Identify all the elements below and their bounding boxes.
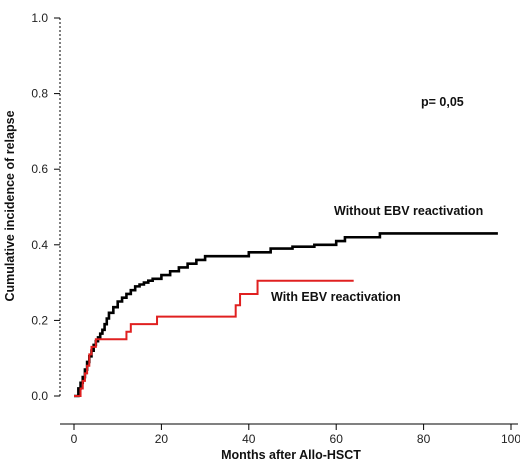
axes bbox=[59, 18, 518, 425]
x-tick-label: 0 bbox=[71, 432, 78, 446]
series-label-without-ebv: Without EBV reactivation bbox=[334, 204, 483, 218]
y-tick-label: 0.8 bbox=[31, 87, 48, 101]
y-tick-label: 0.0 bbox=[31, 389, 48, 403]
x-tick-label: 40 bbox=[242, 432, 256, 446]
series-line-without-ebv bbox=[74, 232, 498, 398]
x-axis-title: Months after Allo-HSCT bbox=[221, 448, 361, 462]
y-tick-label: 0.4 bbox=[31, 238, 48, 252]
x-ticks: 0 20 40 60 80 100 bbox=[71, 424, 520, 446]
series-line-with-ebv bbox=[74, 279, 354, 397]
y-tick-label: 1.0 bbox=[31, 11, 48, 25]
x-tick-label: 60 bbox=[330, 432, 344, 446]
p-value-annotation: p= 0,05 bbox=[421, 95, 464, 109]
y-axis-title: Cumulative incidence of relapse bbox=[3, 110, 17, 301]
x-tick-label: 100 bbox=[501, 432, 520, 446]
x-tick-label: 80 bbox=[417, 432, 431, 446]
x-tick-label: 20 bbox=[155, 432, 169, 446]
y-ticks: 0.0 0.2 0.4 0.6 0.8 1.0 bbox=[31, 11, 60, 403]
y-tick-label: 0.2 bbox=[31, 313, 48, 327]
series-label-with-ebv: With EBV reactivation bbox=[271, 290, 401, 304]
y-tick-label: 0.6 bbox=[31, 162, 48, 176]
